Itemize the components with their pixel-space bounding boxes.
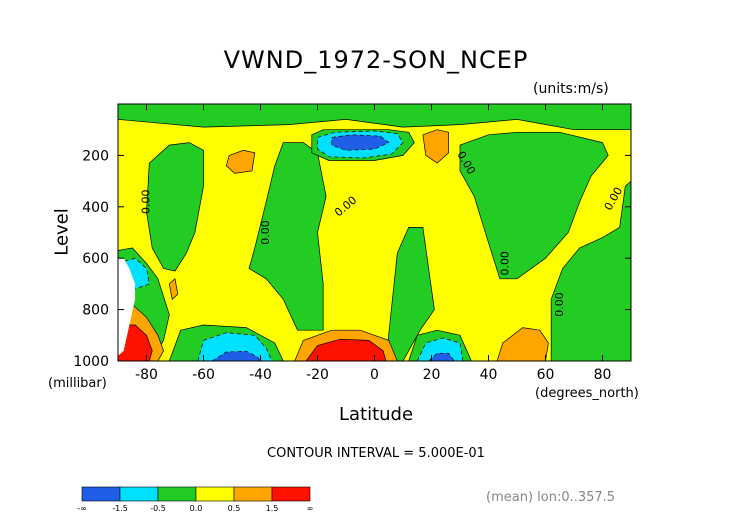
y-tick-label-4: 1000	[73, 354, 109, 370]
units-label: (units:m/s)	[533, 81, 609, 97]
x-axis-label: Latitude	[338, 404, 414, 425]
colorbar-label-5: 1.5	[266, 504, 279, 513]
contour-region-15	[427, 352, 455, 362]
averaging-note: (mean) lon:0..357.5	[486, 490, 616, 505]
contour-region-1	[146, 142, 204, 272]
colorbar-bin-3	[195, 486, 235, 502]
colorbar-bin-4	[233, 486, 273, 502]
colorbar-label-2: -0.5	[150, 504, 166, 513]
colorbar-label-1: -1.5	[112, 504, 128, 513]
contour-label-5: 0.00	[553, 292, 566, 317]
x-tick-label-7: 60	[537, 367, 555, 383]
missing-data-area	[118, 258, 136, 356]
colorbar-label-0: -∞	[77, 504, 87, 513]
contour-region-11	[331, 134, 390, 151]
colorbar-bin-2	[157, 486, 197, 502]
y-tick-label-3: 800	[82, 303, 109, 319]
colorbar-bin-5	[271, 486, 311, 502]
colorbar-bin-0	[81, 486, 121, 502]
y-tick-label-1: 400	[82, 200, 109, 216]
contour-region-17	[225, 149, 256, 174]
y-tick-label-0: 200	[82, 148, 109, 164]
contour-region-2	[248, 142, 327, 331]
x-tick-label-8: 80	[594, 367, 612, 383]
contour-label-0: 0.00	[139, 189, 152, 214]
colorbar-label-3: 0.0	[190, 504, 203, 513]
x-tick-label-4: 0	[370, 367, 379, 383]
contour-label-1: 0.00	[259, 220, 272, 245]
x-tick-label-0: -80	[135, 367, 158, 383]
contour-region-4	[459, 131, 609, 280]
y-tick-label-2: 600	[82, 251, 109, 267]
contour-region-18	[422, 129, 449, 164]
colorbar-label-6: ∞	[307, 504, 314, 513]
x-tick-label-2: -40	[249, 367, 272, 383]
contour-interval-note: CONTOUR INTERVAL = 5.000E-01	[267, 446, 485, 461]
x-tick-label-3: -20	[306, 367, 329, 383]
contour-region-13	[210, 350, 262, 362]
x-tick-label-6: 40	[480, 367, 498, 383]
y-unit-label: (millibar)	[48, 376, 107, 391]
colorbar-label-4: 0.5	[228, 504, 241, 513]
x-tick-label-1: -60	[192, 367, 215, 383]
colorbar-bin-1	[119, 486, 159, 502]
contour-label-4: 0.00	[499, 251, 512, 276]
chart-title: VWND_1972-SON_NCEP	[223, 46, 529, 74]
x-tick-label-5: 20	[423, 367, 441, 383]
contour-region-20	[168, 278, 179, 300]
contour-region-3	[385, 227, 435, 362]
contour-region-14	[416, 337, 464, 362]
x-unit-label: (degrees_north)	[535, 386, 639, 401]
